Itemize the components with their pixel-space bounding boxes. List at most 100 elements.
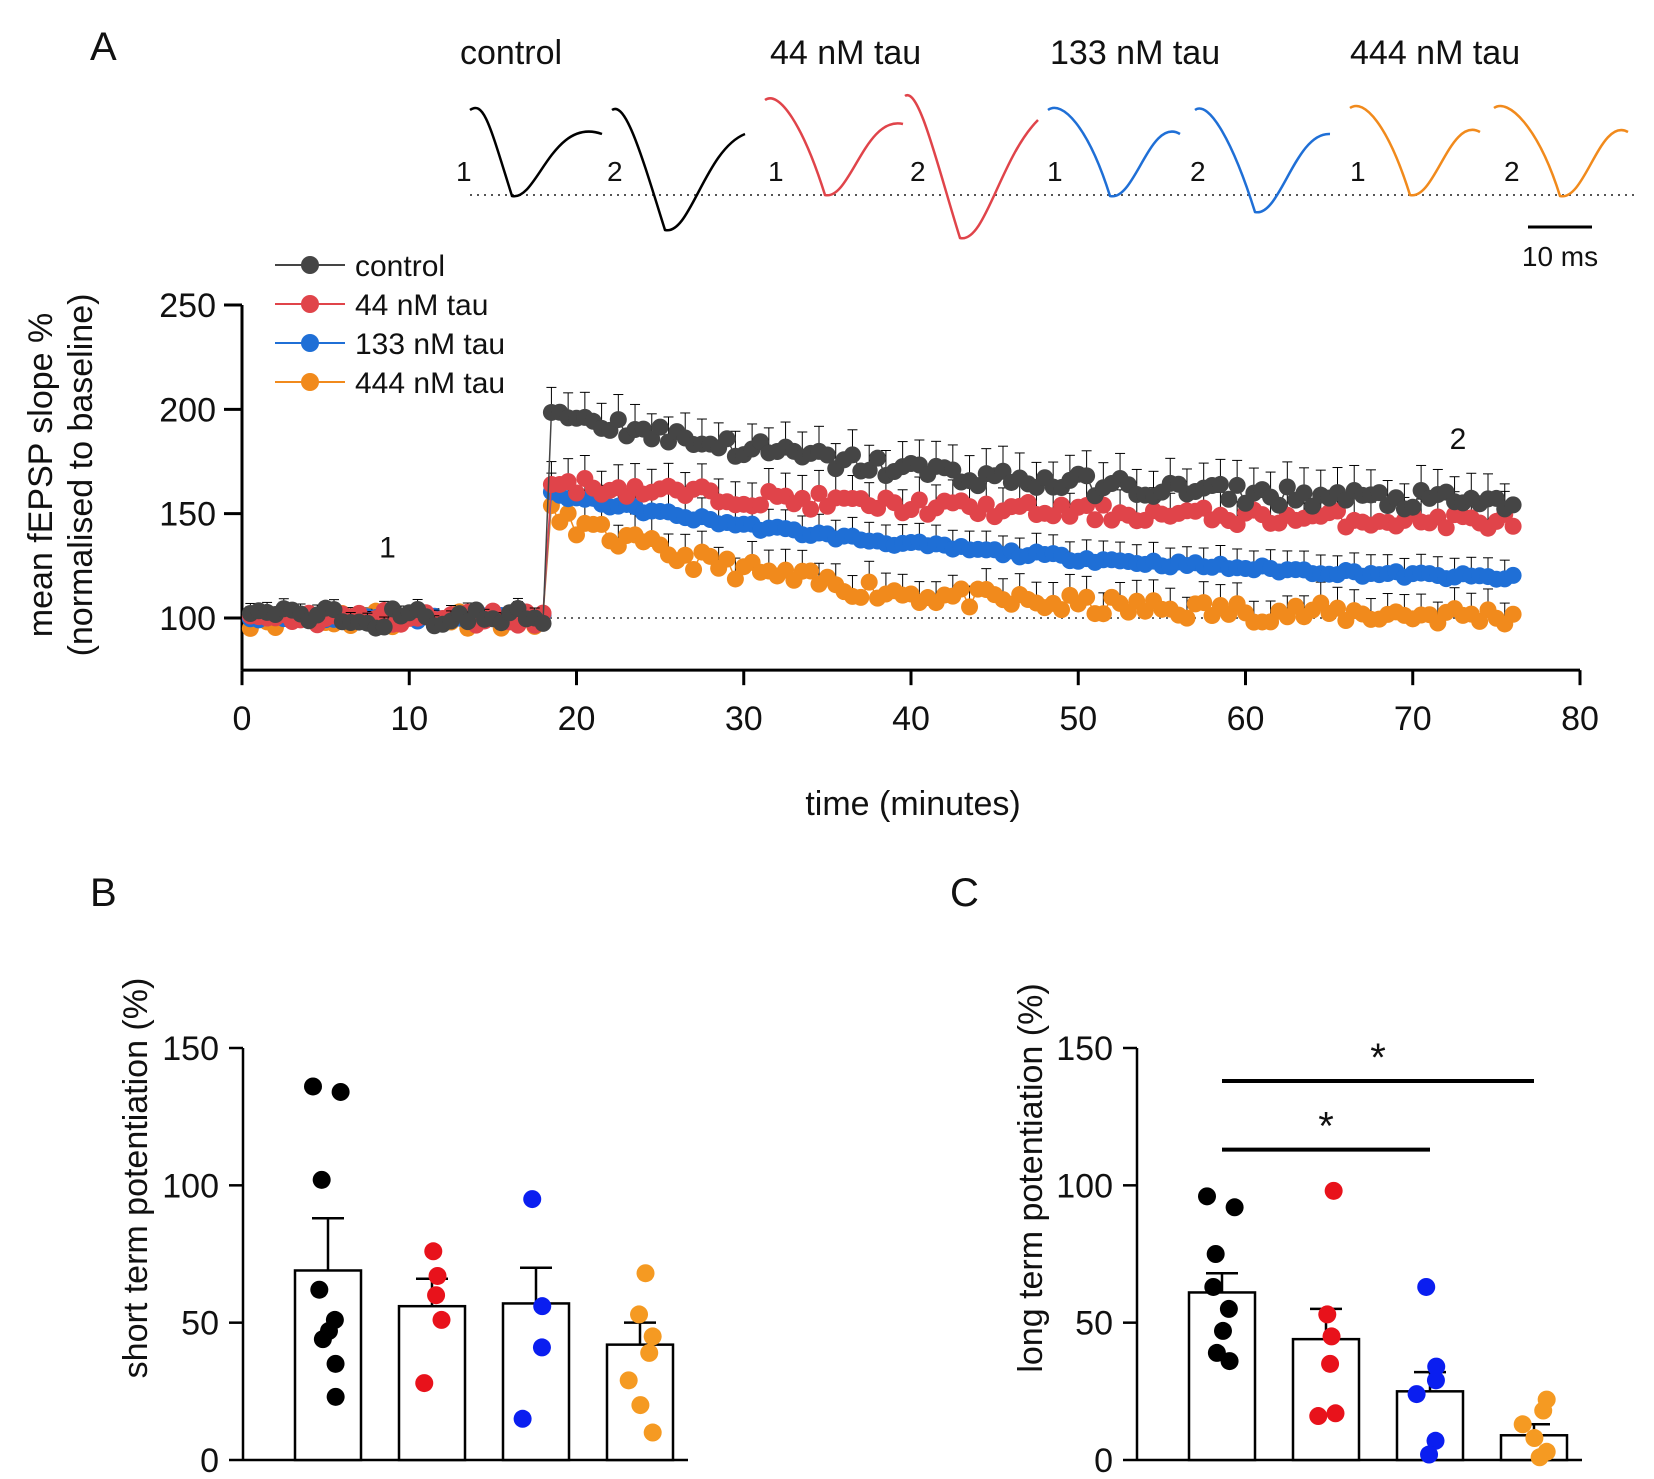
- data-point: [532, 1338, 551, 1357]
- data-point: [1427, 1357, 1446, 1376]
- data-point: [1019, 494, 1037, 512]
- panel-c-ltp: long term potentiation (%) 0 50 100 150 * *: [1012, 983, 1582, 1479]
- y-tick-label: 200: [159, 391, 216, 429]
- trace-label-444nm: 444 nM tau: [1350, 34, 1520, 72]
- x-tick-label: 30: [725, 700, 763, 738]
- data-point: [1417, 1277, 1436, 1296]
- sample-marker-2: 2: [1450, 423, 1467, 456]
- data-point: [643, 1327, 662, 1346]
- series-control: [241, 386, 1522, 637]
- data-point: [1195, 499, 1213, 517]
- data-point: [676, 546, 694, 564]
- data-point: [751, 496, 769, 514]
- data-point: [1178, 609, 1196, 627]
- data-point: [568, 484, 585, 502]
- trace-label-44nm: 44 nM tau: [770, 34, 921, 72]
- x-tick-label: 80: [1561, 700, 1599, 738]
- trace-2: [764, 97, 904, 197]
- x-axis-label: time (minutes): [805, 785, 1020, 823]
- data-point: [1326, 1404, 1345, 1423]
- bar-0: [1187, 1291, 1257, 1462]
- trace-marker-2-44nm: 2: [910, 156, 926, 187]
- y-axis-label-b: short term potentiation (%): [117, 978, 155, 1379]
- data-point: [718, 430, 736, 448]
- trace-marker-1-control: 1: [456, 156, 472, 187]
- trace-1: [611, 107, 746, 232]
- data-point: [1220, 1352, 1239, 1371]
- sample-marker-1: 1: [379, 531, 396, 564]
- data-point: [1328, 599, 1346, 617]
- legend-label: 44 nM tau: [355, 289, 488, 322]
- data-point: [1225, 1198, 1244, 1217]
- data-point: [643, 430, 661, 448]
- x-tick-label: 0: [233, 700, 252, 738]
- data-point: [1321, 1354, 1340, 1373]
- panel-b-stp: short term potentiation (%) 0 50 100 150: [117, 978, 688, 1479]
- data-point: [630, 1305, 649, 1324]
- data-point: [415, 1374, 434, 1393]
- legend-marker: [301, 295, 319, 313]
- data-point: [1220, 490, 1238, 508]
- data-point: [534, 614, 552, 632]
- data-point: [1213, 1321, 1232, 1340]
- data-point: [952, 580, 970, 598]
- data-point: [326, 1387, 345, 1406]
- trace-marker-1-44nm: 1: [768, 156, 784, 187]
- trace-0: [469, 106, 603, 198]
- x-tick-label: 10: [390, 700, 428, 738]
- trace-3: [904, 93, 1039, 240]
- x-tick-label: 20: [558, 700, 596, 738]
- scale-bar-label: 10 ms: [1522, 241, 1598, 272]
- y-tick-label: 0: [1094, 1442, 1113, 1479]
- data-point: [651, 418, 669, 436]
- x-tick-label: 40: [892, 700, 930, 738]
- x-tick-label: 70: [1394, 700, 1432, 738]
- data-point: [640, 1343, 659, 1362]
- y-tick-label: 250: [159, 287, 216, 325]
- data-point: [643, 1423, 662, 1442]
- data-point: [631, 1396, 650, 1415]
- y-tick-label: 150: [159, 496, 216, 534]
- data-point: [685, 561, 703, 579]
- data-point: [1278, 478, 1296, 496]
- trace-marker-1-133nm: 1: [1047, 156, 1063, 187]
- trace-7: [1493, 104, 1629, 198]
- trace-label-control: control: [460, 34, 562, 72]
- legend-label: 444 nM tau: [355, 367, 505, 400]
- data-point: [619, 1371, 638, 1390]
- data-point: [428, 1266, 447, 1285]
- data-point: [1504, 605, 1522, 623]
- data-point: [1270, 496, 1288, 514]
- data-point: [1309, 1407, 1328, 1426]
- data-point: [304, 1077, 323, 1096]
- data-point: [1211, 475, 1229, 493]
- data-point: [961, 598, 979, 616]
- data-point: [593, 515, 611, 533]
- data-point: [310, 1280, 329, 1299]
- data-point: [869, 449, 887, 467]
- data-point: [701, 547, 719, 565]
- data-point: [1228, 476, 1246, 494]
- y-tick-label: 50: [181, 1305, 219, 1343]
- data-point: [718, 550, 736, 568]
- data-point: [726, 570, 744, 588]
- data-point: [1420, 1445, 1439, 1464]
- trace-6: [1349, 104, 1481, 197]
- data-point: [1322, 1327, 1341, 1346]
- data-point: [1513, 1415, 1532, 1434]
- data-point: [1426, 1431, 1445, 1450]
- data-point: [1407, 1385, 1426, 1404]
- data-point: [427, 1286, 446, 1305]
- data-point: [1094, 605, 1112, 623]
- y-tick-label: 100: [159, 600, 216, 638]
- panel-a-timecourse: 0 10 20 30 40 50 60 70 80 100 150 200 250 1 2 control 4…: [22, 250, 1599, 823]
- y-tick-label: 150: [162, 1030, 219, 1068]
- data-point: [944, 461, 962, 479]
- data-point: [1504, 517, 1522, 535]
- data-point: [1504, 566, 1522, 584]
- panel-label-c: C: [950, 871, 979, 915]
- data-point: [513, 1409, 532, 1428]
- data-point: [1534, 1401, 1553, 1420]
- data-point: [1295, 484, 1313, 502]
- y-tick-label: 100: [1056, 1167, 1113, 1205]
